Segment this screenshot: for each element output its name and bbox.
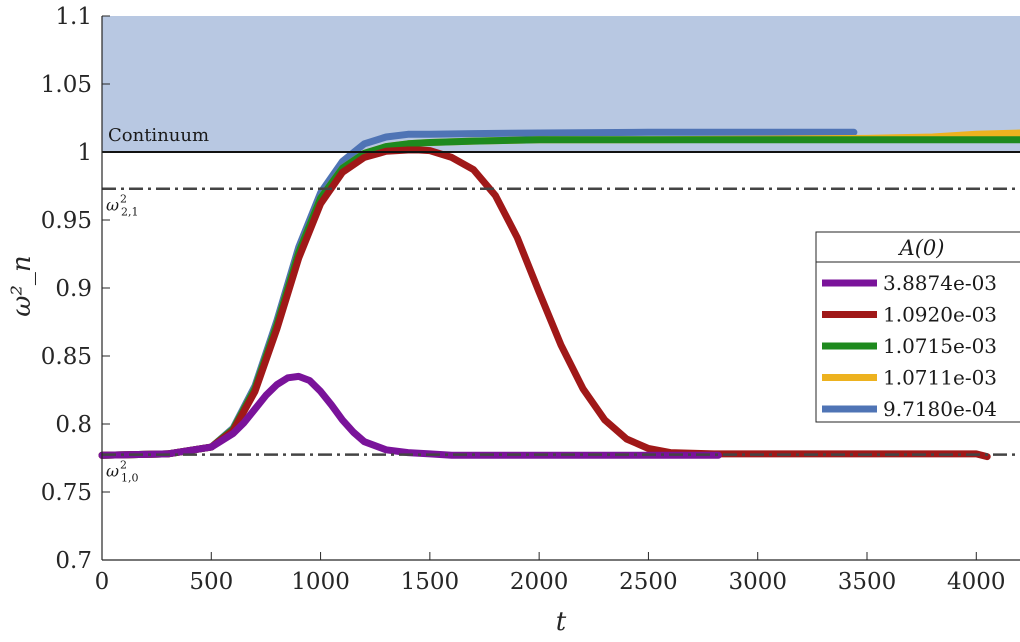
axes-layer: 0 500 1000 1500 2000 2500 3000 3500 4000 0.7 0.75 0…	[41, 4, 1020, 595]
continuum-region	[102, 16, 1020, 152]
x-tick-label: 0	[95, 569, 110, 595]
x-tick-label: 1500	[401, 569, 460, 595]
continuum-label: Continuum	[108, 125, 209, 146]
legend: A(0) 3.8874e-03 1.0920e-03 1.0715e-03 1.071…	[815, 231, 1020, 423]
x-tick-label: 3000	[728, 569, 787, 595]
legend-label-3.8874e-03: 3.8874e-03	[883, 271, 997, 295]
y-tick-label: 1.1	[55, 4, 92, 30]
y-tick-label: 0.7	[55, 548, 92, 574]
x-tick-label: 2500	[619, 569, 678, 595]
y-axis-label: ω²_n	[7, 255, 37, 316]
legend-label-1.0920e-03: 1.0920e-03	[883, 303, 997, 327]
x-tick-label: 3500	[838, 569, 897, 595]
x-tick-label: 1000	[291, 569, 350, 595]
legend-items: 3.8874e-03 1.0920e-03 1.0715e-03 1.0711e-03…	[822, 271, 997, 421]
series-layer	[98, 128, 1020, 461]
y-tick-label: 0.9	[55, 276, 92, 302]
y-tick-label: 0.85	[41, 344, 92, 370]
y-tick-label: 0.95	[41, 208, 92, 234]
series-line-9.7180e-04	[98, 128, 858, 459]
legend-label-9.7180e-04: 9.7180e-04	[883, 397, 997, 421]
plot-background-layer	[102, 16, 1020, 152]
legend-box	[815, 231, 1020, 423]
x-tick-label: 4000	[947, 569, 1006, 595]
y-tick-label: 0.75	[41, 480, 92, 506]
y-tick-label: 0.8	[55, 412, 92, 438]
x-axis-label: t	[556, 607, 567, 637]
series-line-3.8874e-03	[98, 372, 722, 459]
x-tick-label: 2000	[510, 569, 569, 595]
legend-label-1.0711e-03: 1.0711e-03	[883, 366, 997, 390]
reference-label-omega-2-1: ω2 2,1	[106, 193, 139, 219]
y-tick-label: 1.05	[41, 72, 92, 98]
y-tick-label: 1	[77, 140, 92, 166]
legend-title: A(0)	[898, 236, 945, 260]
reference-label-omega-1-0: ω2 1,0	[106, 459, 139, 485]
x-tick-label: 500	[189, 569, 233, 595]
legend-label-1.0715e-03: 1.0715e-03	[883, 334, 997, 358]
